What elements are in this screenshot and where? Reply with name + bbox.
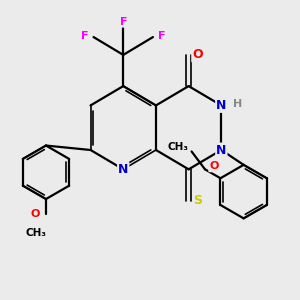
Text: N: N [216, 143, 226, 157]
Text: O: O [209, 161, 219, 171]
Text: CH₃: CH₃ [25, 228, 46, 238]
Text: F: F [82, 31, 89, 40]
Text: O: O [31, 209, 40, 220]
Text: F: F [158, 31, 165, 40]
Text: S: S [193, 194, 202, 207]
Text: F: F [120, 16, 127, 27]
Text: N: N [216, 99, 226, 112]
Text: CH₃: CH₃ [168, 142, 189, 152]
Text: H: H [232, 99, 242, 109]
Text: N: N [118, 163, 128, 176]
Text: O: O [192, 48, 203, 62]
